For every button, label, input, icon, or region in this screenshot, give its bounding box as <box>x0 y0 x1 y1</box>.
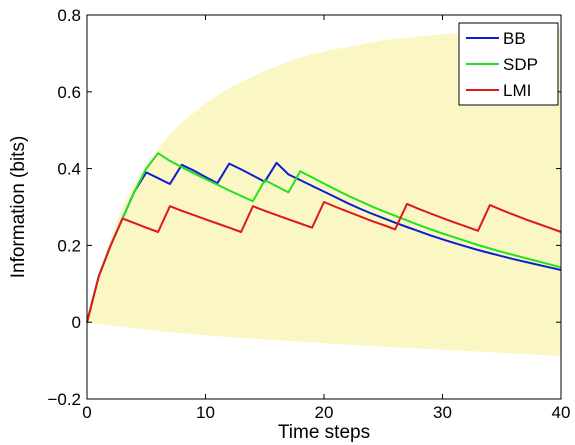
legend-label-bb: BB <box>503 29 526 48</box>
y-axis-label: Information (bits) <box>8 136 29 279</box>
x-tick-label: 20 <box>315 403 334 422</box>
x-axis-label: Time steps <box>278 422 370 443</box>
legend-box <box>458 22 559 106</box>
y-tick-label: 0.4 <box>57 160 81 179</box>
series-layer <box>86 152 562 323</box>
y-tick-label: 0.8 <box>57 6 81 25</box>
x-tick-label: 40 <box>552 403 571 422</box>
y-tick-label: 0.6 <box>57 83 81 102</box>
x-tick-label: 0 <box>82 403 91 422</box>
series-line-lmi <box>86 201 562 323</box>
x-axis-ticks: 0 10 20 30 40 <box>82 15 570 422</box>
legend-label-lmi: LMI <box>503 81 531 100</box>
y-tick-label: 0.2 <box>57 236 81 255</box>
y-tick-label: 0 <box>72 313 81 332</box>
y-tick-label: −0.2 <box>47 390 81 409</box>
series-line-bb <box>86 161 562 323</box>
series-line-sdp <box>86 152 562 323</box>
legend: BB SDP LMI <box>458 22 559 106</box>
x-tick-label: 30 <box>433 403 452 422</box>
x-tick-label: 10 <box>196 403 215 422</box>
y-axis-ticks: −0.2 0 0.2 0.4 0.6 0.8 <box>47 6 561 409</box>
legend-label-sdp: SDP <box>503 55 538 74</box>
